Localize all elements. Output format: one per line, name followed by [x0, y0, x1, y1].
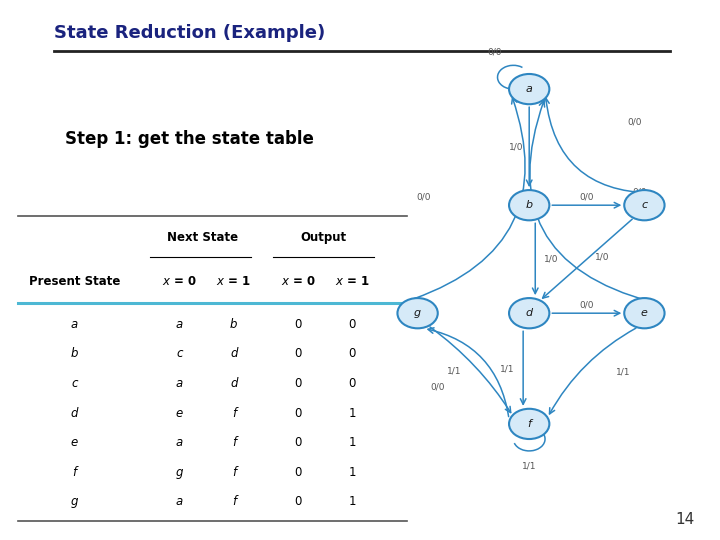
Text: 1/1: 1/1 [500, 364, 515, 373]
Text: 0/0: 0/0 [417, 192, 431, 201]
Text: a: a [526, 84, 533, 94]
Text: d: d [230, 347, 238, 360]
Circle shape [397, 298, 438, 328]
Text: f: f [232, 495, 236, 508]
Text: Present State: Present State [29, 275, 120, 288]
Text: 1: 1 [348, 436, 356, 449]
Text: 1: 1 [348, 495, 356, 508]
Text: f: f [72, 466, 76, 479]
Text: 0: 0 [348, 318, 356, 331]
Text: a: a [176, 318, 183, 331]
Text: e: e [641, 308, 648, 318]
Text: 0: 0 [294, 377, 302, 390]
Text: 0: 0 [294, 495, 302, 508]
Text: c: c [71, 377, 78, 390]
Text: f: f [232, 436, 236, 449]
Text: g: g [414, 308, 421, 318]
Text: 14: 14 [675, 511, 695, 526]
Text: 0/0: 0/0 [431, 383, 445, 392]
Text: g: g [71, 495, 78, 508]
Text: 0: 0 [294, 347, 302, 360]
Text: 0: 0 [294, 318, 302, 331]
Text: 1/0: 1/0 [595, 252, 610, 261]
Text: 0: 0 [294, 436, 302, 449]
Circle shape [509, 190, 549, 220]
Text: 1/1: 1/1 [616, 368, 630, 377]
Text: e: e [71, 436, 78, 449]
Text: 1/1: 1/1 [522, 461, 536, 470]
Text: 0: 0 [348, 377, 356, 390]
Text: 0/0: 0/0 [580, 301, 594, 309]
Text: 1/0: 1/0 [544, 255, 558, 264]
Text: g: g [176, 466, 183, 479]
Text: d: d [71, 407, 78, 420]
Text: 0/0: 0/0 [632, 187, 647, 196]
Text: f: f [232, 407, 236, 420]
Circle shape [509, 409, 549, 439]
Text: 1/0: 1/0 [509, 143, 523, 152]
Text: c: c [176, 347, 183, 360]
Text: d: d [526, 308, 533, 318]
Text: 1: 1 [348, 466, 356, 479]
Text: $x$ = 1: $x$ = 1 [335, 275, 369, 288]
Text: a: a [176, 495, 183, 508]
Text: Output: Output [300, 231, 346, 244]
Text: b: b [230, 318, 238, 331]
Text: 1/1: 1/1 [447, 366, 462, 375]
Text: 0/0: 0/0 [487, 47, 502, 56]
Text: State Reduction (Example): State Reduction (Example) [54, 24, 325, 42]
Text: 0/0: 0/0 [580, 193, 594, 201]
Text: Next State: Next State [167, 231, 238, 244]
Text: $x$ = 0: $x$ = 0 [162, 275, 197, 288]
Text: f: f [527, 419, 531, 429]
Text: a: a [176, 436, 183, 449]
Text: 1: 1 [348, 407, 356, 420]
Text: c: c [642, 200, 647, 210]
Text: 0: 0 [348, 347, 356, 360]
Text: b: b [71, 347, 78, 360]
Text: $x$ = 0: $x$ = 0 [281, 275, 315, 288]
Text: 0: 0 [294, 407, 302, 420]
Text: $x$ = 1: $x$ = 1 [217, 275, 251, 288]
Text: 0: 0 [294, 466, 302, 479]
Circle shape [624, 298, 665, 328]
Circle shape [509, 298, 549, 328]
Text: b: b [526, 200, 533, 210]
Text: e: e [176, 407, 183, 420]
Text: a: a [71, 318, 78, 331]
Text: 0/0: 0/0 [627, 117, 642, 126]
Circle shape [509, 74, 549, 104]
Circle shape [624, 190, 665, 220]
Text: f: f [232, 466, 236, 479]
Text: Step 1: get the state table: Step 1: get the state table [65, 130, 314, 147]
Text: d: d [230, 377, 238, 390]
Text: a: a [176, 377, 183, 390]
